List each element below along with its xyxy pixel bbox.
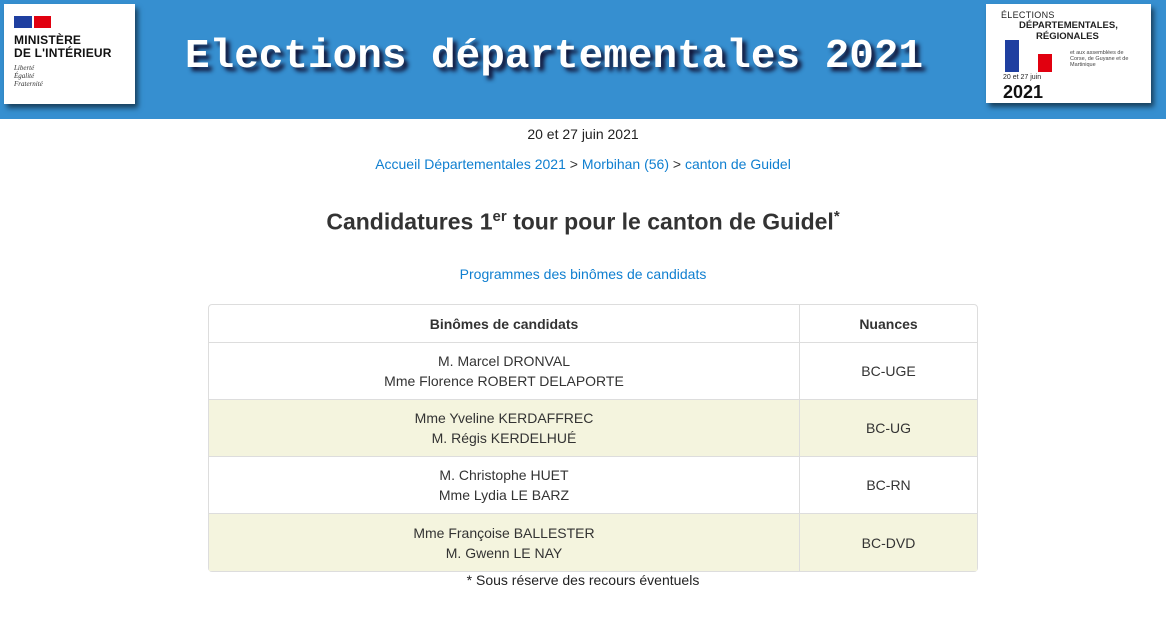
programmes-link[interactable]: Programmes des binômes de candidats — [459, 266, 707, 282]
candidate-name: Mme Yveline KERDAFFREC — [414, 410, 594, 426]
logo-subtitle: et aux assemblées de Corse, de Guyane et… — [1070, 50, 1129, 68]
candidates-cell: Mme Françoise BALLESTER M. Gwenn LE NAY — [209, 514, 800, 571]
nuance-cell: BC-UGE — [800, 343, 977, 400]
logo-line: RÉGIONALES — [1036, 31, 1099, 42]
logo-dates: 20 et 27 juin — [1003, 74, 1042, 81]
breadcrumb-department[interactable]: Morbihan (56) — [581, 156, 669, 172]
candidate-name: M. Marcel DRONVAL — [438, 353, 570, 369]
column-header-candidates: Binômes de candidats — [209, 305, 800, 343]
table-row: Mme Françoise BALLESTER M. Gwenn LE NAY B… — [209, 514, 977, 571]
ministry-name-line1: MINISTÈRE — [14, 33, 82, 47]
breadcrumb-home[interactable]: Accueil Départementales 2021 — [375, 156, 566, 172]
breadcrumb-separator: > — [672, 156, 682, 172]
candidate-name: M. Christophe HUET — [439, 467, 569, 483]
ministry-logo[interactable]: MINISTÈRE DE L'INTÉRIEUR Liberté Égalité… — [4, 4, 135, 104]
motto-line: Fraternité — [14, 80, 43, 88]
header-banner: MINISTÈRE DE L'INTÉRIEUR Liberté Égalité… — [0, 0, 1166, 119]
flag-red-icon — [1038, 54, 1052, 72]
nuance-cell: BC-RN — [800, 457, 977, 514]
candidate-name: M. Régis KERDELHUÉ — [431, 430, 577, 446]
table-row: M. Christophe HUET Mme Lydia LE BARZ BC-R… — [209, 457, 977, 514]
breadcrumb: Accueil Départementales 2021 > Morbihan … — [0, 156, 1166, 172]
logo-year: 2021 — [1003, 82, 1044, 102]
flag-blue-icon — [1005, 40, 1019, 72]
election-date: 20 et 27 juin 2021 — [527, 126, 639, 142]
candidate-name: Mme Florence ROBERT DELAPORTE — [384, 373, 624, 389]
title-sup: er — [492, 208, 507, 225]
table-row: Mme Yveline KERDAFFREC M. Régis KERDELHUÉ… — [209, 400, 977, 457]
candidate-name: Mme Lydia LE BARZ — [438, 487, 570, 503]
title-footnote-mark: * — [833, 208, 840, 225]
breadcrumb-separator: > — [569, 156, 578, 172]
candidates-cell: M. Marcel DRONVAL Mme Florence ROBERT DEL… — [209, 343, 800, 400]
candidate-name: Mme Françoise BALLESTER — [413, 524, 595, 541]
candidates-cell: Mme Yveline KERDAFFREC M. Régis KERDELHUÉ — [209, 400, 800, 457]
title-text: Candidatures 1 — [326, 208, 493, 235]
motto-line: Liberté — [14, 64, 35, 72]
page-banner-title: Elections départementales 2021 — [185, 34, 924, 80]
title-text: tour pour le canton de Guidel — [506, 208, 834, 235]
table-row: M. Marcel DRONVAL Mme Florence ROBERT DEL… — [209, 343, 977, 400]
motto: Liberté Égalité Fraternité — [14, 64, 135, 88]
candidates-table: Binômes de candidats Nuances M. Marcel D… — [208, 304, 978, 572]
logo-line: DÉPARTEMENTALES, — [1019, 20, 1118, 31]
breadcrumb-canton[interactable]: canton de Guidel — [684, 156, 791, 172]
page-title: Candidatures 1er tour pour le canton de … — [0, 208, 1166, 236]
logo-line: ÉLECTIONS — [1001, 10, 1055, 20]
footnote: * Sous réserve des recours éventuels — [466, 572, 700, 588]
table-header-row: Binômes de candidats Nuances — [209, 305, 977, 343]
motto-line: Égalité — [14, 72, 35, 80]
candidate-name: M. Gwenn LE NAY — [445, 544, 563, 561]
marianne-flag-icon — [14, 16, 51, 28]
election-logo: ÉLECTIONS DÉPARTEMENTALES, RÉGIONALES et… — [986, 4, 1151, 103]
ministry-name-line2: DE L'INTÉRIEUR — [14, 46, 112, 60]
nuance-cell: BC-UG — [800, 400, 977, 457]
column-header-nuances: Nuances — [800, 305, 977, 343]
candidates-cell: M. Christophe HUET Mme Lydia LE BARZ — [209, 457, 800, 514]
nuance-cell: BC-DVD — [800, 514, 977, 571]
